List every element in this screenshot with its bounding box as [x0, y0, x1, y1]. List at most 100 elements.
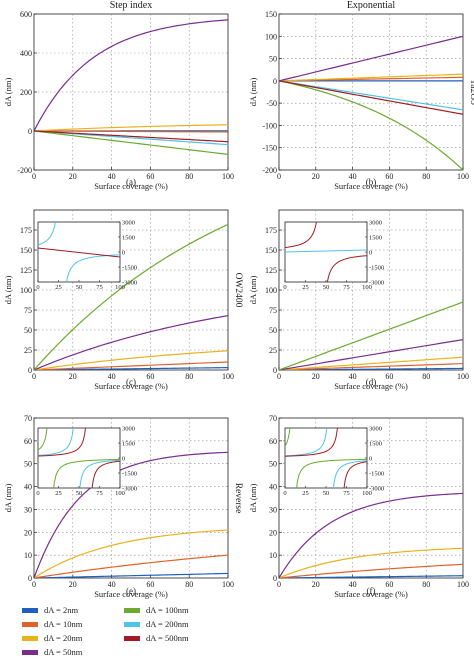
inset-x-tick-label: 50	[76, 490, 83, 497]
inset-series-line	[285, 428, 338, 457]
inset-x-tick-label: 25	[302, 490, 309, 497]
inset-area	[37, 427, 121, 489]
legend-swatch	[22, 608, 38, 613]
panel-e: 0 20 40 60 80 100 0 10 20 30 40 50 60 70 Surface cover…	[3, 414, 243, 599]
inset-series	[285, 428, 367, 488]
x-tick-label: 20	[69, 172, 77, 181]
panel-f: 0 20 40 60 80 100 0 10 20 30 40 50 60 70 Surface cover…	[248, 414, 469, 599]
y-tick-label: 50	[269, 55, 277, 64]
x-tick-label: 20	[69, 372, 77, 381]
panel-c: 0 20 40 60 80 100 0 25 50 75 100 125 150 175 Surface c…	[3, 209, 243, 391]
x-tick-label: 0	[277, 580, 281, 589]
y-tick-label: 10	[269, 551, 277, 560]
x-tick-label: 80	[185, 580, 193, 589]
inset-y-tick-label: -1500	[122, 471, 137, 478]
x-tick-label: 100	[222, 372, 234, 381]
y-tick-label: -200	[262, 166, 277, 175]
inset-y-tick-label: 0	[122, 456, 125, 463]
x-tick-label: 60	[385, 172, 393, 181]
series-line	[279, 35, 463, 82]
inset-y-tick-label: -1500	[369, 265, 384, 272]
inset-x-tick-label: 75	[343, 284, 350, 291]
inset-x-tick-label: 75	[96, 490, 103, 497]
inset-y-tick-label: -1500	[122, 265, 137, 272]
series-line	[279, 301, 463, 370]
inset-y-tick-label: 1500	[122, 441, 135, 448]
inset-y-tick-label: -3000	[122, 280, 137, 287]
inset-series-line	[38, 222, 56, 246]
y-tick-label: 30	[24, 505, 32, 514]
x-tick-label: 60	[146, 372, 154, 381]
y-tick-label: 50	[24, 460, 32, 469]
column-title-exponential: Exponential	[347, 0, 396, 11]
y-axis-label: dA (nm)	[3, 78, 13, 107]
inset-series-line	[66, 254, 120, 282]
legend: dA = 2nm dA = 10nm dA = 20nm dA = 50nm dA = …	[22, 605, 189, 657]
y-tick-label: 75	[269, 306, 277, 315]
y-tick-label: 175	[20, 226, 32, 235]
y-tick-label: 20	[269, 528, 277, 537]
y-tick-label: 30	[269, 505, 277, 514]
y-axis-label: dA (nm)	[248, 484, 258, 513]
y-axis-label: dA (nm)	[248, 78, 258, 107]
y-tick-label: 0	[28, 574, 32, 583]
legend-label: dA = 2nm	[44, 605, 78, 615]
panel-b: 0 20 40 60 80 100 -200 -150 -100 -50 0 50 100 150 Surf…	[248, 10, 474, 191]
x-tick-label: 0	[32, 172, 36, 181]
y-tick-label: 125	[265, 266, 277, 275]
y-tick-label: 10	[24, 551, 32, 560]
inset-x-tick-label: 0	[283, 490, 286, 497]
y-axis-label: dA (nm)	[248, 276, 258, 305]
series-line	[34, 367, 228, 370]
y-tick-label: 40	[269, 483, 277, 492]
x-axis-label: Surface coverage (%)	[334, 181, 408, 191]
inset-x-tick-label: 100	[115, 284, 125, 291]
series-line	[34, 451, 228, 578]
legend-label: dA = 200nm	[146, 619, 189, 629]
inset-x-tick-label: 50	[323, 490, 330, 497]
inset-y-tick-label: 1500	[122, 235, 135, 242]
x-tick-label: 20	[69, 580, 77, 589]
series-line	[279, 363, 463, 370]
inset-x-tick-label: 0	[283, 284, 286, 291]
column-title-step-index: Step index	[110, 0, 153, 11]
x-tick-label: 80	[185, 172, 193, 181]
x-axis-label: Surface coverage (%)	[94, 381, 168, 391]
y-tick-label: 200	[20, 88, 32, 97]
y-tick-label: 400	[20, 49, 32, 58]
inset-x-tick-label: 100	[362, 284, 372, 291]
inset-y-tick-label: -3000	[369, 486, 384, 493]
x-tick-label: 80	[422, 172, 430, 181]
panel-label: (f)	[367, 586, 376, 596]
y-tick-label: 70	[24, 414, 32, 423]
inset-series	[285, 222, 367, 282]
legend-label: dA = 20nm	[44, 633, 83, 643]
inset: 0 25 50 75 100-3000 -1500 0 1500 3000	[36, 220, 137, 292]
inset-series	[38, 428, 120, 488]
series-group	[279, 35, 463, 170]
series-line	[34, 130, 228, 133]
y-tick-label: 150	[265, 10, 277, 19]
inset-y-tick-label: 3000	[369, 220, 382, 227]
x-tick-label: 40	[349, 372, 357, 381]
series-line	[279, 339, 463, 370]
row-label: Ta2O5	[468, 79, 474, 105]
legend-label: dA = 10nm	[44, 619, 83, 629]
y-tick-label: 50	[24, 326, 32, 335]
inset-y-tick-label: 0	[122, 250, 125, 257]
inset-x-tick-label: 100	[115, 490, 125, 497]
inset: 0 25 50 75 100-3000 -1500 0 1500 3000	[36, 426, 137, 498]
inset-series-line	[38, 428, 74, 456]
y-tick-label: 0	[273, 366, 277, 375]
y-tick-label: 50	[269, 326, 277, 335]
y-tick-label: 50	[269, 460, 277, 469]
x-tick-label: 80	[422, 372, 430, 381]
inset: 0 25 50 75 100-3000 -1500 0 1500 3000	[283, 426, 384, 498]
inset-y-tick-label: 0	[369, 250, 372, 257]
y-tick-label: 0	[273, 574, 277, 583]
inset-area	[284, 427, 368, 489]
inset-y-tick-label: 0	[369, 456, 372, 463]
inset-x-tick-label: 100	[362, 490, 372, 497]
y-tick-label: 125	[20, 266, 32, 275]
y-tick-label: 100	[265, 286, 277, 295]
